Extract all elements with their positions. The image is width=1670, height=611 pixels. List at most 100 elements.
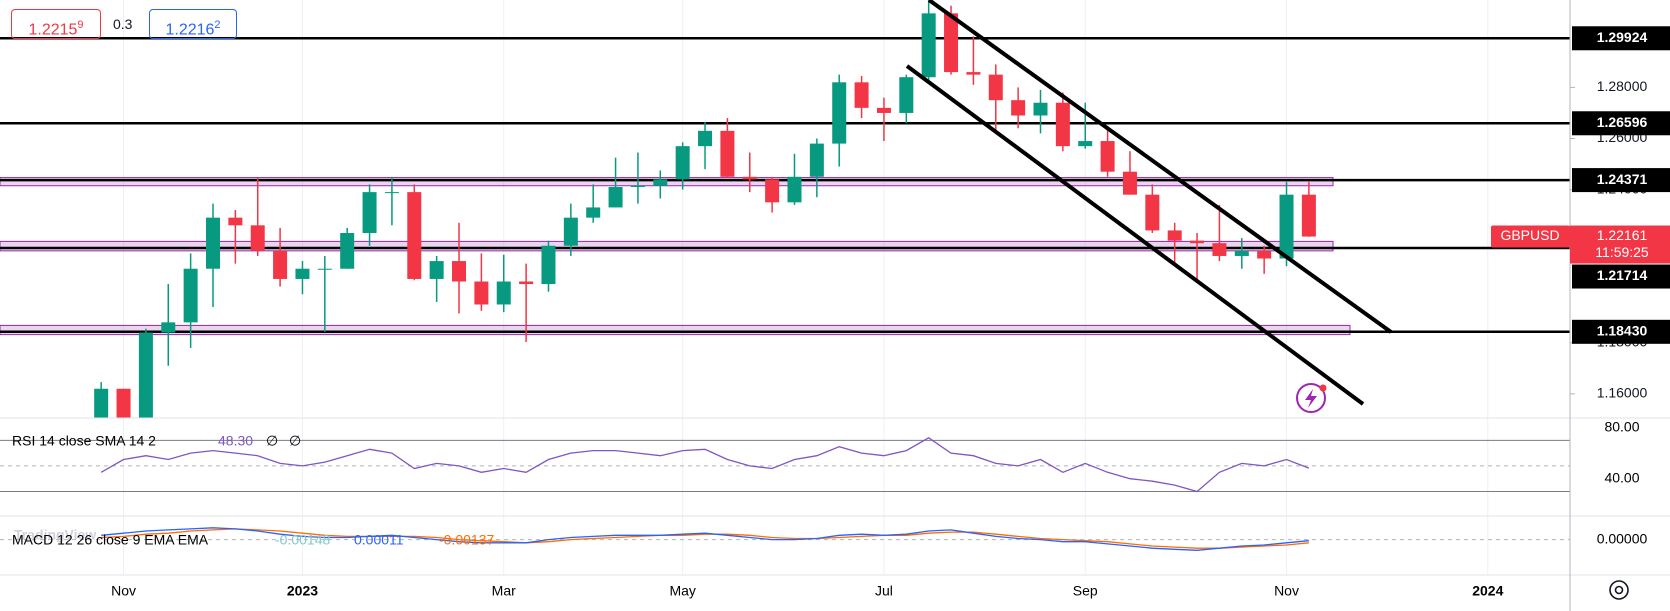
x-tick-label: 2023: [287, 583, 318, 599]
candle-body: [1190, 240, 1205, 244]
signal-value: -0.00137: [439, 532, 494, 548]
bid-pip: 9: [77, 19, 84, 31]
candle-body: [183, 268, 198, 323]
candle-body: [250, 225, 265, 251]
ask-box[interactable]: 1.22162: [149, 9, 237, 39]
candle-body: [630, 185, 645, 188]
alert-bolt: [1305, 389, 1317, 408]
level-label: 1.18430: [1597, 323, 1648, 339]
candle-body: [1033, 102, 1048, 116]
candle-body: [832, 82, 847, 144]
watermark: TradingView: [14, 527, 96, 543]
candle-body: [1279, 194, 1294, 259]
macd-tick-label: 0.00000: [1597, 530, 1648, 546]
candle-body: [563, 217, 578, 246]
candle-body: [698, 130, 713, 147]
x-tick-label: Nov: [111, 583, 136, 599]
x-tick-label: Sep: [1073, 583, 1098, 599]
candle-body: [116, 388, 131, 418]
candle-body: [787, 176, 802, 203]
candle-body: [496, 281, 511, 305]
rsi-title: RSI 14 close SMA 14 2: [12, 433, 156, 449]
candle-body: [944, 13, 959, 73]
rsi-na: ∅: [289, 433, 301, 449]
candle-body: [138, 332, 153, 418]
symbol-label-bg: [1491, 225, 1570, 248]
macd-value: 0.00011: [354, 532, 404, 548]
countdown: 11:59:25: [1595, 244, 1649, 260]
candle-body: [586, 207, 601, 218]
y-tick-label: 1.28000: [1597, 78, 1648, 94]
rsi-value: 48.30: [218, 433, 253, 449]
candle-body: [273, 250, 288, 279]
level-label-bg: [1572, 26, 1670, 51]
rsi-pane: [0, 437, 1570, 493]
x-tick-label: May: [669, 583, 695, 599]
candle-body: [94, 388, 109, 418]
x-tick-label: Mar: [492, 583, 516, 599]
candle-body: [899, 77, 914, 113]
candle-body: [384, 192, 399, 194]
candle-body: [1145, 194, 1160, 231]
candle-body: [921, 13, 936, 78]
candle-body: [317, 268, 332, 270]
grid: [123, 0, 1489, 575]
zone: [0, 324, 1351, 336]
spread: 0.3: [113, 16, 133, 32]
rsi-na: ∅: [266, 433, 278, 449]
candle-body: [228, 217, 243, 226]
candle-body: [407, 192, 422, 279]
y-tick-label: 1.16000: [1597, 385, 1648, 401]
level-label-bg: [1572, 168, 1670, 193]
level-label: 1.24371: [1597, 171, 1648, 187]
zone: [0, 240, 1334, 252]
candle-body: [362, 192, 377, 233]
level-label: 1.21714: [1597, 267, 1648, 283]
candle-body: [161, 322, 176, 333]
symbol-label: GBPUSD: [1500, 227, 1559, 243]
signal-line: [101, 528, 1309, 549]
price-pane: [0, 0, 1570, 418]
candle-body: [720, 130, 735, 177]
x-tick-label: Nov: [1274, 583, 1299, 599]
candle-body: [340, 232, 355, 269]
level-label-bg: [1572, 319, 1670, 344]
candle-body: [1234, 250, 1249, 256]
level-label-bg: [1572, 264, 1670, 289]
candle-body: [541, 245, 556, 285]
candle-body: [1212, 243, 1227, 256]
ask-pip: 2: [214, 19, 221, 31]
bid: 1.2215: [28, 21, 78, 39]
last-price-bg: [1570, 225, 1670, 264]
candle-body: [675, 146, 690, 180]
candle-body: [765, 179, 780, 203]
candle-body: [966, 72, 981, 75]
bid-box[interactable]: 1.22159: [11, 9, 101, 39]
candle-body: [519, 281, 534, 285]
candle-body: [1167, 230, 1182, 241]
candle-body: [608, 187, 623, 208]
candle-body: [988, 74, 1003, 101]
level-label-bg: [1572, 111, 1670, 136]
candle-body: [206, 217, 220, 269]
x-tick-label: Jul: [875, 583, 893, 599]
candle-body: [1100, 141, 1115, 172]
rsi-line: [100, 437, 1310, 493]
macd-title: MACD 12 26 close 9 EMA EMA: [12, 532, 209, 548]
candle-body: [1011, 100, 1026, 116]
rsi-tick-label: 80.00: [1604, 418, 1639, 434]
channel-line: [927, 0, 1393, 334]
x-tick-label: 2024: [1472, 583, 1503, 599]
level-label: 1.26596: [1597, 114, 1648, 130]
channel-line: [905, 64, 1365, 406]
candle-body: [653, 179, 668, 186]
last-price-label: 1.22161: [1597, 227, 1648, 243]
settings-icon[interactable]: [1609, 580, 1629, 600]
candle-body: [1301, 194, 1316, 237]
ask: 1.2216: [165, 21, 215, 39]
macd-pane: [0, 527, 1570, 551]
candle-body: [1078, 141, 1093, 147]
candle-body: [876, 107, 891, 113]
